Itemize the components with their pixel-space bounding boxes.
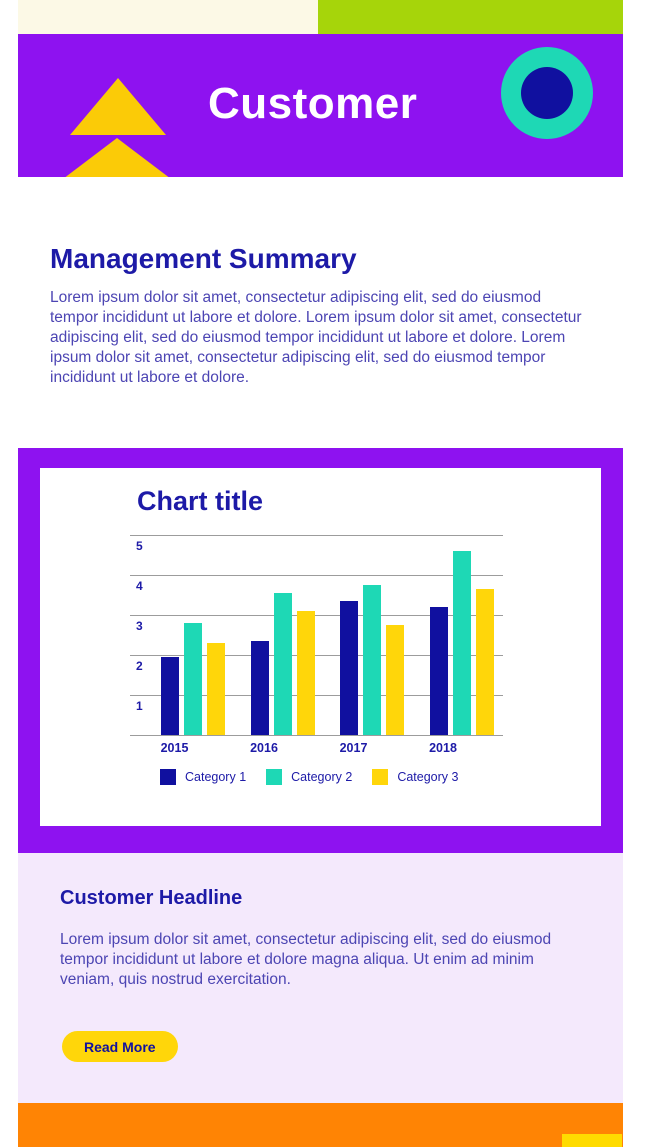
legend-item: Category 1 (160, 769, 246, 785)
headline-heading: Customer Headline (60, 887, 243, 909)
bar-2015-category-2 (184, 623, 202, 735)
circle-logo-dot (521, 67, 573, 119)
triangle-icon (55, 138, 179, 177)
footer-strip (18, 1103, 623, 1147)
bar-2017-category-3 (386, 625, 404, 735)
bar-2018-category-3 (475, 589, 494, 735)
footer-accent-block (562, 1134, 622, 1147)
bar-2017-category-2 (363, 585, 381, 735)
y-axis-tick-label: 1 (136, 699, 143, 713)
legend-label: Category 1 (185, 770, 247, 784)
bar-2018-category-1 (429, 607, 448, 735)
y-axis-tick-label: 3 (136, 619, 143, 633)
bar-2016-category-2 (273, 593, 292, 735)
legend-item: Category 2 (266, 769, 352, 785)
top-strip (18, 0, 623, 34)
chart-card: Chart title 5 4 3 2 1 2015 2016 2017 2018 Catego… (40, 468, 601, 826)
chart-gridline (130, 655, 503, 656)
read-more-button[interactable]: Read More (62, 1031, 178, 1062)
x-axis-label: 2017 (339, 741, 368, 755)
top-strip-cream (18, 0, 318, 34)
chart-section: Chart title 5 4 3 2 1 2015 2016 2017 2018 Catego… (18, 448, 623, 853)
chart-legend: Category 1 Category 2 Category 3 (160, 769, 458, 785)
circle-logo-icon (501, 47, 593, 139)
y-axis-tick-label: 2 (136, 659, 143, 673)
legend-swatch-category-2 (266, 769, 283, 785)
chart-title: Chart title (137, 486, 264, 516)
bar-2016-category-1 (250, 641, 269, 735)
y-axis-tick-label: 5 (136, 539, 143, 553)
legend-swatch-category-3 (372, 769, 389, 785)
summary-heading: Management Summary (50, 243, 357, 274)
y-axis-tick-label: 4 (136, 579, 143, 593)
top-strip-green (318, 0, 623, 34)
x-axis-label: 2016 (250, 741, 278, 755)
bar-2017-category-1 (340, 601, 358, 735)
chart-gridline (130, 735, 503, 736)
bar-2015-category-3 (207, 643, 225, 735)
header-banner: Customer (18, 34, 623, 177)
bar-2018-category-2 (452, 551, 471, 735)
legend-swatch-category-1 (160, 769, 176, 785)
legend-label: Category 2 (291, 770, 353, 784)
customer-headline-section: Customer Headline Lorem ipsum dolor sit … (18, 853, 623, 1103)
bar-2015-category-1 (161, 657, 179, 735)
header-title: Customer (208, 79, 418, 128)
x-axis-label: 2018 (429, 741, 457, 755)
chart-plot: 5 4 3 2 1 2015 2016 2017 2018 (130, 535, 503, 755)
chart-gridline (130, 695, 503, 696)
chart-gridline (130, 535, 503, 536)
management-summary-section: Management Summary Lorem ipsum dolor sit… (18, 177, 623, 388)
headline-body-text: Lorem ipsum dolor sit amet, consectetur … (60, 931, 552, 988)
triangle-icon (70, 78, 166, 135)
chart-gridline (130, 615, 503, 616)
x-axis-label: 2015 (160, 741, 189, 755)
legend-item: Category 3 (372, 769, 458, 785)
legend-label: Category 3 (397, 770, 459, 784)
bar-2016-category-3 (296, 611, 315, 735)
chart-gridline (130, 575, 503, 576)
summary-body-text: Lorem ipsum dolor sit amet, consectetur … (50, 289, 582, 386)
